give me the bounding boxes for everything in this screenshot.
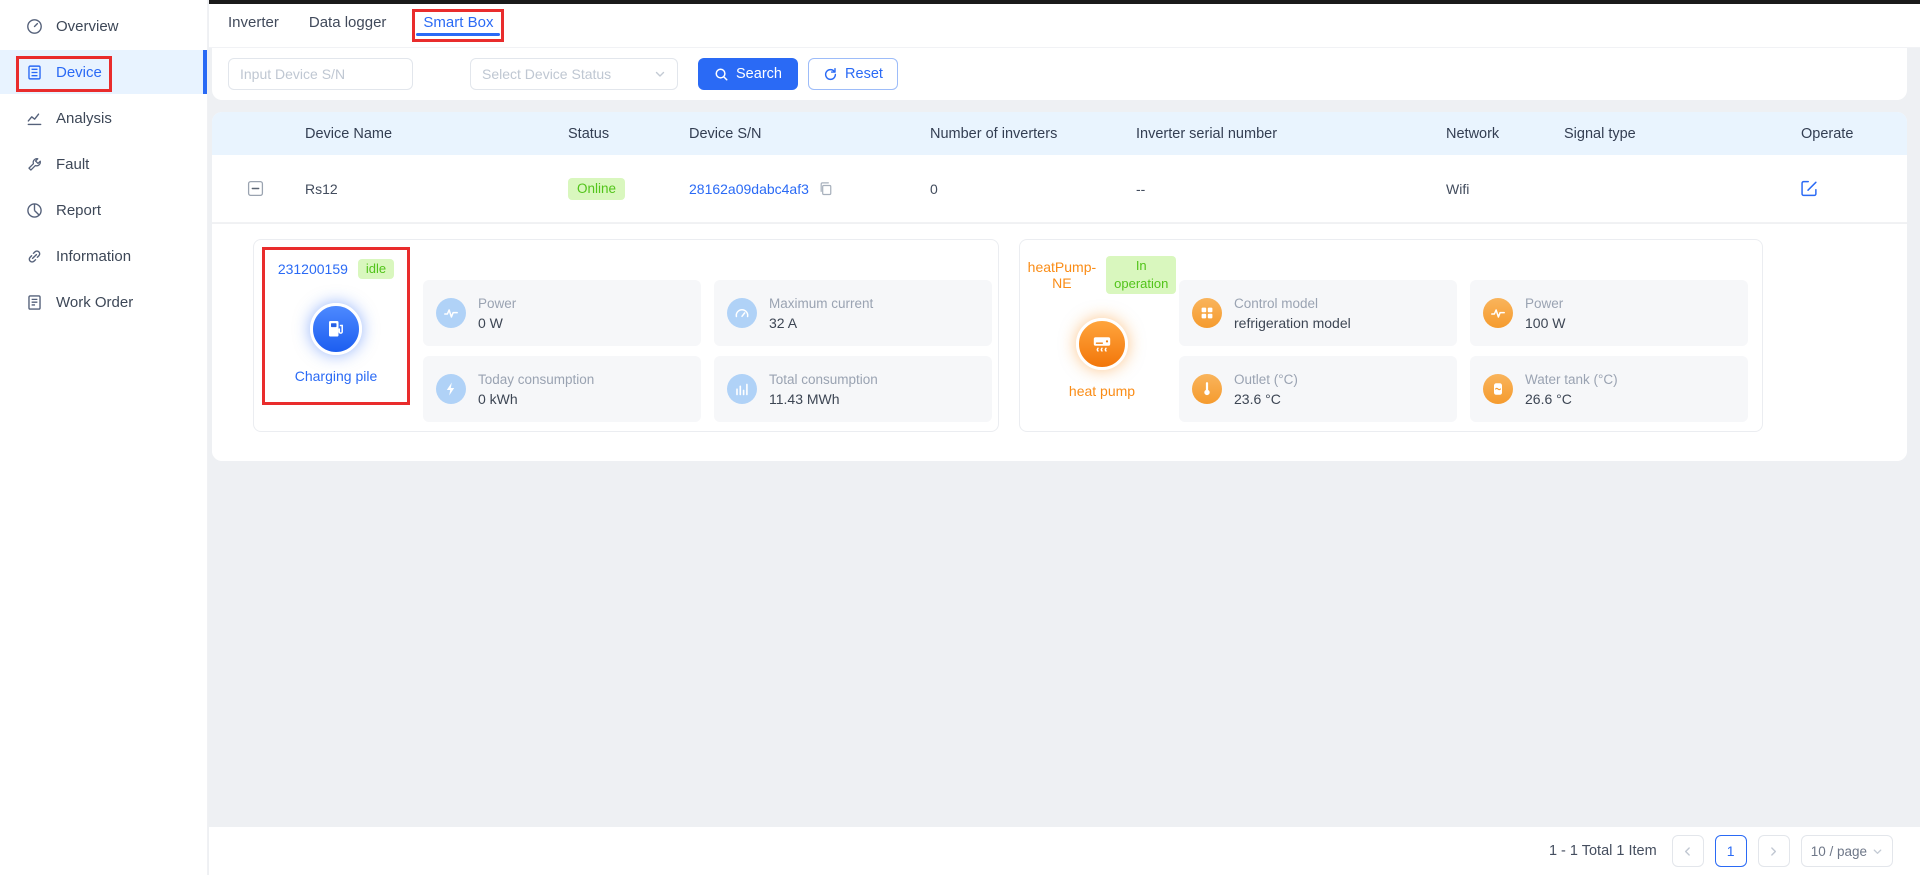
sidebar-item-label: Overview (56, 17, 119, 35)
outlet-temp-icon (1192, 374, 1222, 404)
page-1-button[interactable]: 1 (1714, 835, 1747, 867)
sidebar-item-label: Information (56, 247, 132, 265)
sidebar-item-analysis[interactable]: Analysis (0, 96, 207, 140)
table-row: Rs12 Online 28162a09dabc4af3 0 -- Wifi (212, 155, 1907, 223)
tab-inverter[interactable]: Inverter (228, 14, 279, 31)
tab-data-logger[interactable]: Data logger (308, 14, 387, 31)
water-tank-icon (1483, 374, 1513, 404)
page-size-select[interactable]: 10 / page (1800, 835, 1893, 867)
stat-tile: Today consumption 0 kWh (423, 356, 701, 422)
information-icon (26, 248, 43, 265)
sidebar-item-work-order[interactable]: Work Order (0, 280, 207, 324)
expanded-row: 231200159 idle Charging pile Power 0 W (212, 223, 1907, 456)
next-page-button[interactable] (1757, 835, 1790, 867)
sidebar-item-overview[interactable]: Overview (0, 4, 207, 48)
search-button[interactable]: Search (698, 58, 798, 90)
heat-pump-card: heatPump-NE In operation heat pump Contr… (1019, 239, 1763, 432)
stat-tile: Maximum current 32 A (714, 280, 992, 346)
heat-pump-id: heatPump-NE (1027, 259, 1097, 291)
sidebar-item-fault[interactable]: Fault (0, 142, 207, 186)
stat-tile: Power 100 W (1470, 280, 1748, 346)
status-badge: Online (568, 177, 626, 200)
total-consumption-icon (727, 374, 757, 404)
chevron-down-icon (1872, 846, 1883, 857)
reset-button[interactable]: Reset (808, 58, 898, 90)
power-icon (1483, 298, 1513, 328)
report-icon (26, 202, 43, 219)
heat-pump-icon (1076, 318, 1128, 370)
fault-icon (26, 156, 43, 173)
stat-tile: Control model refrigeration model (1179, 280, 1457, 346)
chevron-down-icon (654, 68, 666, 80)
col-inverter-count: Number of inverters (930, 125, 1058, 142)
refresh-icon (823, 67, 838, 82)
sidebar-item-label: Device (56, 63, 102, 81)
pagination-summary: 1 - 1 Total 1 Item (1548, 843, 1657, 859)
device-table: Device Name Status Device S/N Number of … (212, 112, 1907, 461)
col-device-sn: Device S/N (689, 125, 762, 142)
chevron-right-icon (1768, 846, 1779, 857)
col-operate: Operate (1801, 125, 1854, 142)
charging-pile-stats: Power 0 W Maximum current 32 A Today consu… (423, 280, 992, 422)
device-icon (26, 64, 43, 81)
sidebar-item-label: Work Order (56, 293, 134, 311)
device-sn-link[interactable]: 28162a09dabc4af3 (689, 180, 809, 197)
sidebar-item-label: Analysis (56, 109, 112, 127)
stat-tile: Outlet (°C) 23.6 °C (1179, 356, 1457, 422)
stat-tile: Power 0 W (423, 280, 701, 346)
top-border (209, 0, 1920, 4)
network-type: Wifi (1446, 180, 1470, 197)
col-inverter-sn: Inverter serial number (1136, 125, 1278, 142)
col-device-name: Device Name (305, 125, 393, 142)
col-status: Status (568, 125, 610, 142)
col-network: Network (1446, 125, 1500, 142)
charging-pile-type-label: Charging pile (294, 368, 378, 384)
control-model-icon (1192, 298, 1222, 328)
heat-pump-status-badge: In operation (1106, 256, 1177, 294)
dashboard-icon (26, 18, 43, 35)
charging-pile-summary[interactable]: 231200159 idle Charging pile (262, 247, 410, 405)
copy-icon[interactable] (818, 181, 833, 196)
main-content: Inverter Data logger Smart Box Select De… (209, 0, 1920, 875)
inverter-count: 0 (930, 180, 938, 197)
edit-icon[interactable] (1801, 180, 1899, 197)
filter-card: Select Device Status Search Reset (212, 48, 1907, 100)
device-status-select[interactable]: Select Device Status (470, 58, 678, 90)
pagination-bar: 1 - 1 Total 1 Item 1 10 / page (209, 827, 1920, 875)
charging-pile-card: 231200159 idle Charging pile Power 0 W (253, 239, 999, 432)
sidebar: Overview Device Analysis Fault Report In… (0, 0, 208, 875)
device-sn-input[interactable] (228, 58, 413, 90)
sidebar-item-information[interactable]: Information (0, 234, 207, 278)
charging-pile-id[interactable]: 231200159 (277, 261, 348, 277)
table-header: Device Name Status Device S/N Number of … (212, 112, 1907, 155)
stat-tile: Water tank (°C) 26.6 °C (1470, 356, 1748, 422)
charging-pile-status-badge: idle (357, 259, 395, 279)
today-consumption-icon (436, 374, 466, 404)
prev-page-button[interactable] (1671, 835, 1704, 867)
work-order-icon (26, 294, 43, 311)
search-icon (714, 67, 729, 82)
sidebar-item-label: Fault (56, 155, 90, 173)
max-current-icon (727, 298, 757, 328)
inverter-sn: -- (1136, 180, 1146, 197)
heat-pump-type-label: heat pump (1068, 383, 1136, 399)
sidebar-item-label: Report (56, 201, 102, 219)
tabs-bar: Inverter Data logger Smart Box (209, 4, 1920, 48)
sidebar-item-device[interactable]: Device (0, 50, 207, 94)
heat-pump-summary[interactable]: heatPump-NE In operation heat pump (1027, 247, 1177, 405)
collapse-row-button[interactable] (247, 180, 297, 197)
sidebar-item-report[interactable]: Report (0, 188, 207, 232)
charging-pile-icon (310, 303, 362, 355)
chevron-left-icon (1682, 846, 1693, 857)
heat-pump-stats: Control model refrigeration model Power 10… (1179, 280, 1748, 422)
col-signal-type: Signal type (1564, 125, 1636, 142)
tab-smart-box[interactable]: Smart Box (412, 9, 505, 42)
stat-tile: Total consumption 11.43 MWh (714, 356, 992, 422)
device-name: Rs12 (305, 180, 338, 197)
power-icon (436, 298, 466, 328)
select-placeholder: Select Device Status (482, 66, 612, 82)
analysis-icon (26, 110, 43, 127)
